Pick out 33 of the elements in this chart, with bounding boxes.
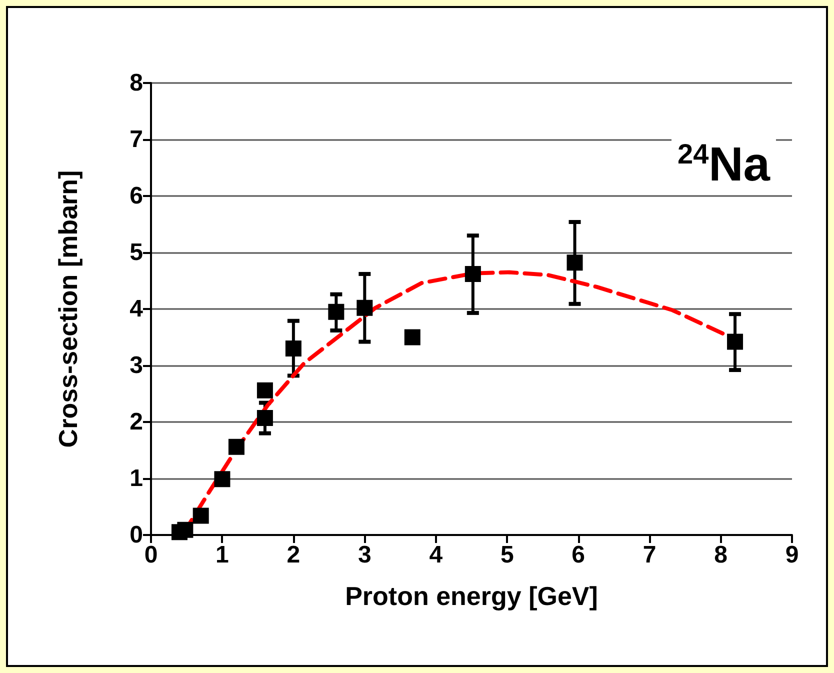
x-tick-label: 3 — [358, 542, 372, 568]
point — [256, 410, 273, 426]
y-tick-label: 0 — [130, 522, 143, 548]
point — [256, 382, 273, 398]
y-tick-label: 6 — [130, 182, 143, 210]
point — [285, 340, 302, 357]
y-tick-label: 4 — [130, 296, 144, 322]
point — [228, 438, 244, 455]
x-tick-label: 2 — [286, 542, 300, 568]
y-tick-label: 7 — [130, 126, 143, 153]
point — [404, 329, 420, 346]
y-tick-label: 1 — [130, 465, 143, 492]
x-tick-label: 1 — [216, 542, 229, 568]
y-tick-label: 5 — [130, 239, 143, 266]
y-axis-title: Cross-section [mbarn] — [53, 170, 83, 448]
point — [566, 254, 583, 271]
point — [177, 522, 194, 538]
point — [328, 304, 344, 320]
x-tick-label: 7 — [642, 542, 656, 568]
y-tick-label: 8 — [130, 70, 143, 96]
x-tick-label: 4 — [429, 542, 444, 568]
point — [214, 471, 230, 488]
y-tick-label: 3 — [130, 352, 143, 379]
point — [464, 266, 481, 282]
x-tick-label: 6 — [572, 542, 586, 568]
point — [192, 508, 209, 524]
point — [356, 300, 373, 316]
x-tick-label: 5 — [500, 542, 514, 568]
y-tick-label: 2 — [130, 408, 143, 436]
x-tick-label: 8 — [714, 542, 728, 568]
point — [727, 334, 744, 350]
x-axis-title: Proton energy [GeV] — [345, 581, 598, 611]
x-tick-label: 9 — [785, 542, 799, 568]
